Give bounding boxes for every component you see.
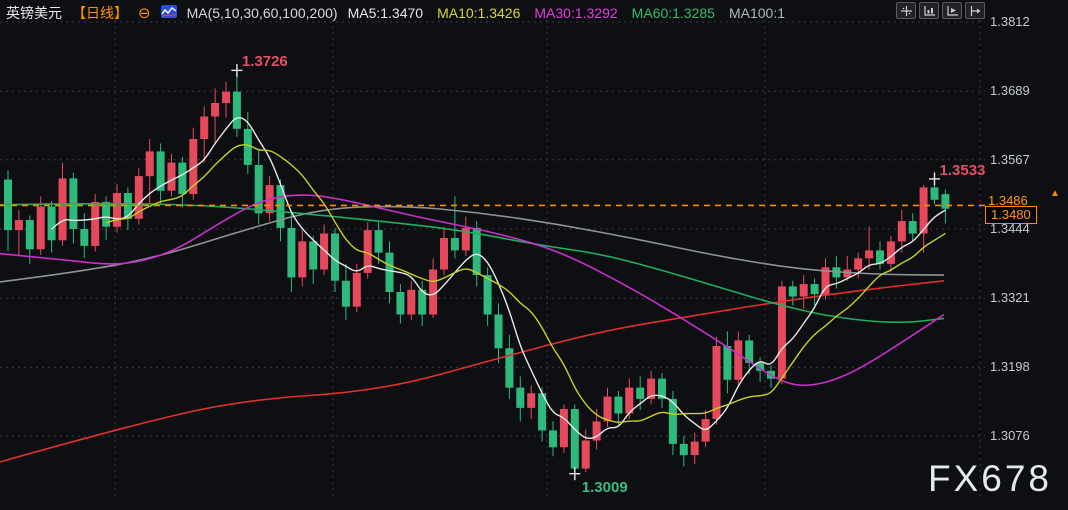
gridlines (0, 14, 985, 500)
ma-value-label-1: MA10:1.3426 (437, 5, 521, 21)
low-price-annotation-2: 1.3009 (581, 478, 628, 496)
collapse-circle-icon[interactable]: ⊖ (138, 4, 151, 22)
high-price-annotation-0: 1.3726 (241, 53, 288, 71)
moving-average-lines (0, 116, 946, 463)
candles (4, 70, 950, 474)
high-price-annotation-1: 1.3533 (939, 161, 986, 179)
chart-axis-icon[interactable] (919, 2, 939, 19)
symbol-name: 英镑美元 (6, 5, 62, 21)
period-label[interactable]: 【日线】 (72, 5, 128, 21)
y-axis-tick-6: 1.3076 (990, 428, 1030, 443)
ma-value-label-4: MA100:1 (728, 5, 786, 21)
mini-chart-icon[interactable] (160, 5, 177, 21)
price-axis: 1.3486 1.3480 ▲ 1.3812 1.3689 1.3567 1.3444… (985, 0, 1068, 510)
fx678-watermark: FX678 (927, 458, 1052, 499)
chart-toolbar (896, 2, 985, 19)
y-axis-tick-0: 1.3812 (990, 14, 1030, 29)
y-axis-tick-5: 1.3198 (990, 359, 1030, 375)
ma-value-label-2: MA30:1.3292 (534, 5, 618, 21)
ma-value-label-3: MA60:1.3285 (631, 5, 715, 21)
ma-legend: MA5:1.3470 MA10:1.3426 MA30:1.3292 MA60:1.3… (348, 5, 785, 21)
ma-value-label-0: MA5:1.3470 (347, 5, 424, 21)
chart-header: 英镑美元 【日线】 ⊖ MA(5,10,30,60,100,200) MA5:1… (6, 3, 785, 23)
chart-flag-icon[interactable] (942, 2, 962, 19)
ma-settings-label: MA(5,10,30,60,100,200) (186, 5, 338, 21)
pan-right-icon[interactable] (965, 2, 985, 19)
y-axis-tick-3: 1.3444 (990, 221, 1030, 236)
y-axis-tick-1: 1.3689 (990, 83, 1030, 99)
last-price-badge: 1.3480 (985, 205, 1037, 224)
y-axis-tick-4: 1.3321 (990, 290, 1030, 306)
y-axis-tick-2: 1.3567 (990, 151, 1030, 167)
move-crosshair-icon[interactable] (896, 2, 916, 19)
dashed-line-price-label: 1.3486 (988, 193, 1028, 209)
high-low-cross-markers (231, 63, 940, 481)
scroll-to-latest-icon[interactable]: ▲ (1050, 188, 1060, 200)
